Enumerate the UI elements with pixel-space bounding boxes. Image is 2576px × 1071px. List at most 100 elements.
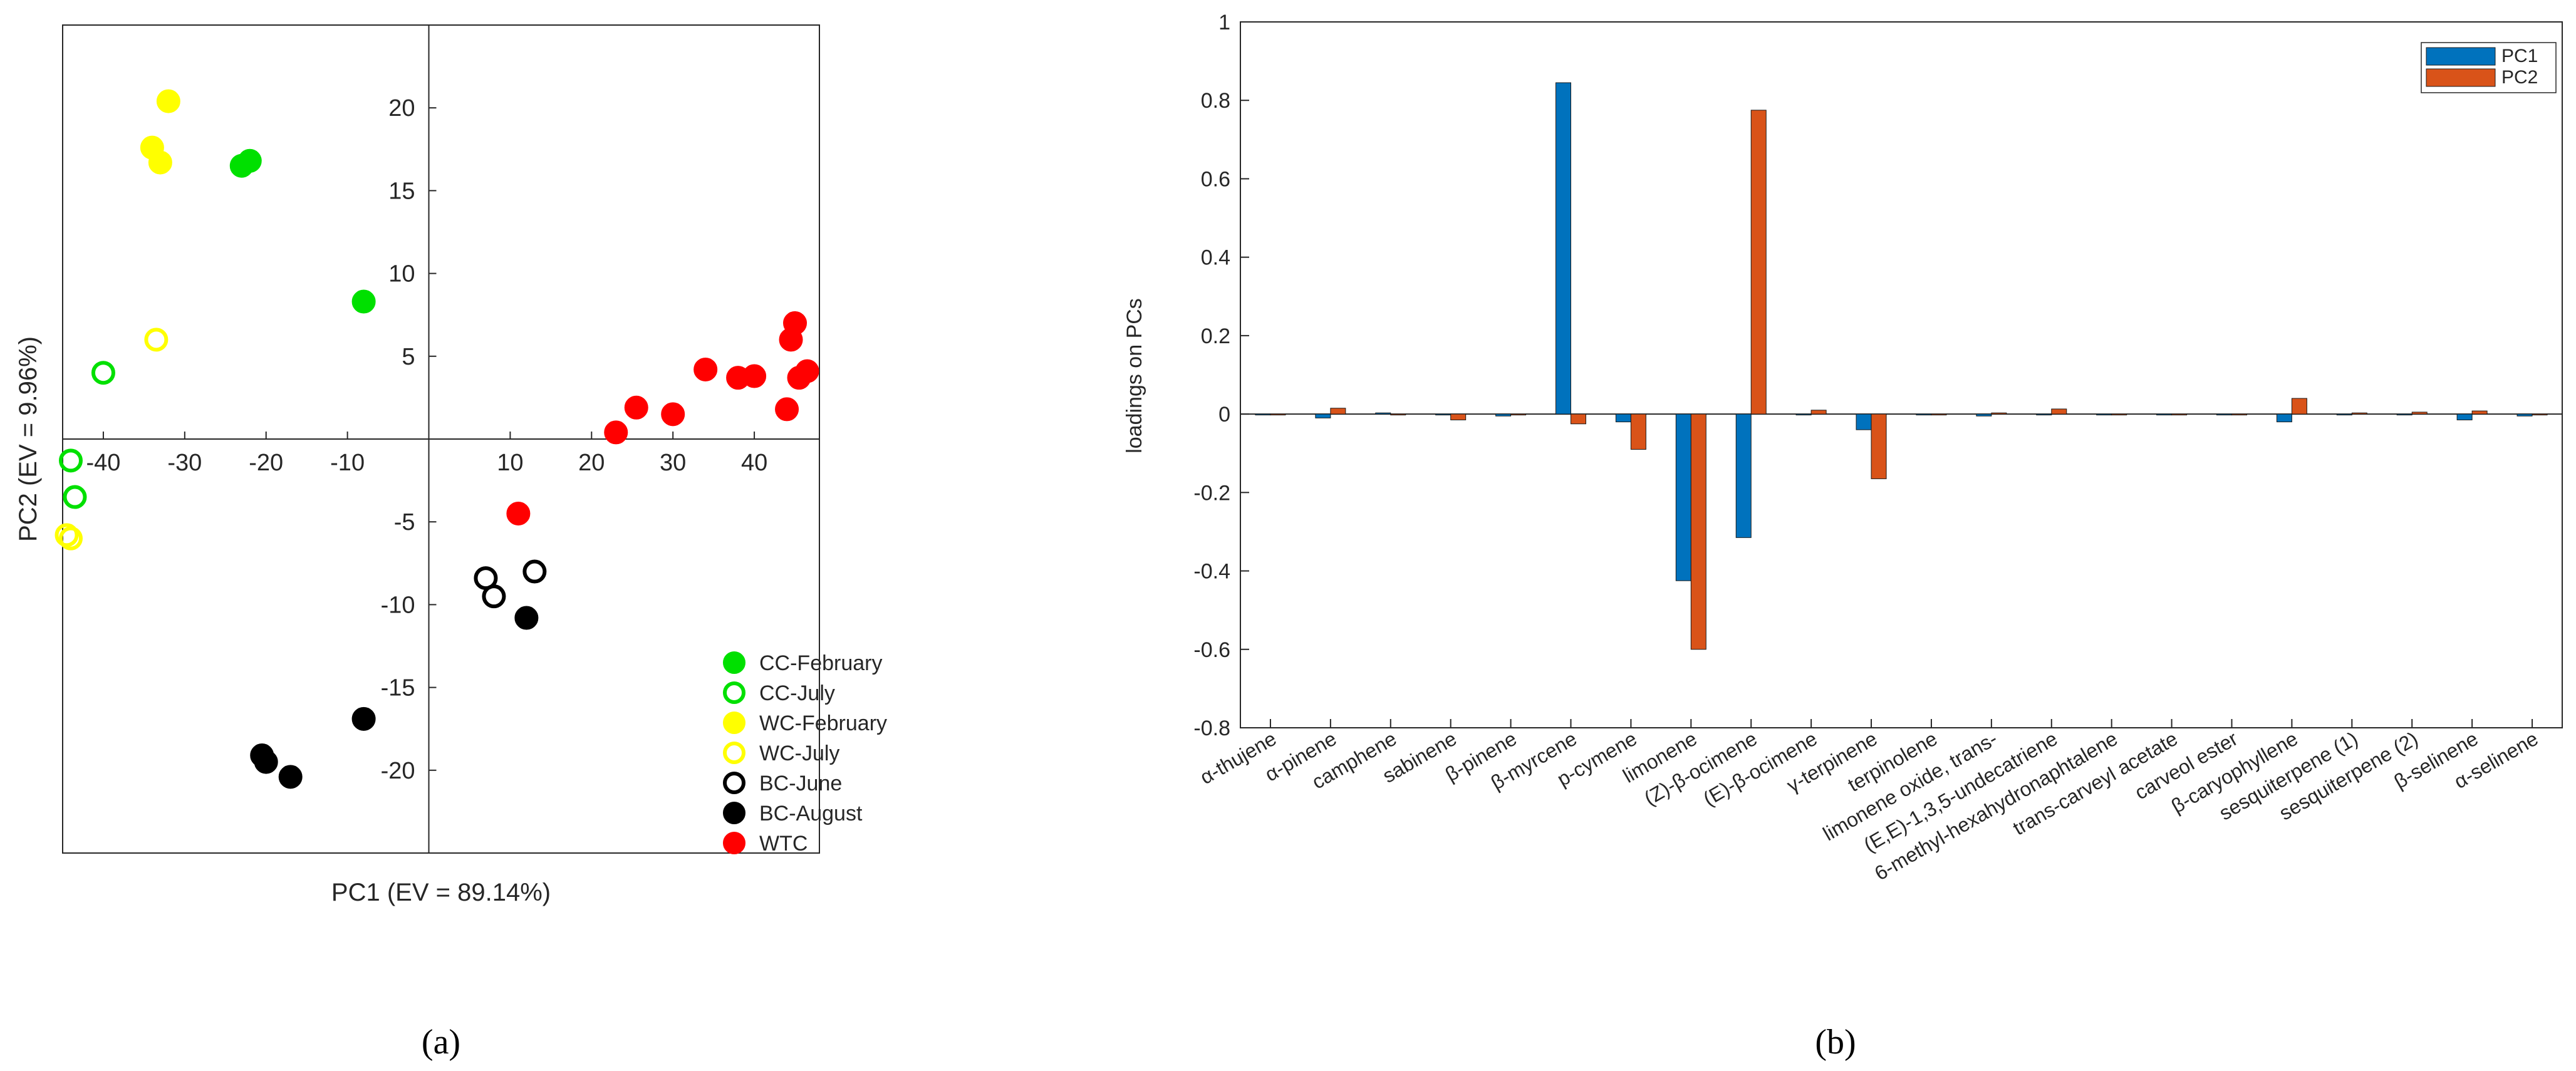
- bar-pc2-pinene: [1510, 413, 1527, 416]
- scatter-x-tick-label: 40: [741, 450, 767, 476]
- scatter-point-cc-february: [351, 289, 376, 314]
- bar-pc1-e-ocimene: [1795, 413, 1812, 416]
- bar-pc2-sesquiterpene-2: [2411, 411, 2428, 415]
- legend-marker-cc-july: [723, 681, 745, 704]
- scatter-y-tick-label: 10: [388, 261, 415, 287]
- bar-y-tick-label: 0.8: [1201, 89, 1230, 113]
- bar-pc2-carveol-ester: [2231, 413, 2247, 416]
- bar-pc1-selinene: [2516, 413, 2533, 416]
- scatter-x-tick-label: -10: [330, 450, 365, 476]
- legend-marker-bc-june: [723, 772, 745, 794]
- scatter-tick-labels: -40 -30 -20 -10 10 20 30 40 -20 -15 -10 -5 5 10 15 20: [86, 95, 767, 784]
- scatter-x-tick-label: -20: [249, 450, 283, 476]
- scatter-point-cc-february: [237, 148, 262, 173]
- scatter-y-axis-label: PC2 (EV = 9.96%): [14, 336, 42, 542]
- bar-pc2-trans-carveyl-acetate: [2171, 413, 2188, 416]
- bar-y-axis-label: loadings on PCs: [1123, 298, 1146, 453]
- bar-pc1-terpinene: [1856, 413, 1872, 430]
- scatter-y-tick-label: 15: [388, 178, 415, 204]
- bar-pc1-sesquiterpene-2: [2396, 413, 2412, 416]
- bar-pc2-limonene: [1690, 413, 1706, 650]
- bar-y-tick-label: 0.4: [1201, 246, 1230, 270]
- legend-label-wc-july: WC-July: [759, 742, 839, 765]
- legend-marker-cc-february: [723, 651, 745, 674]
- scatter-y-tick-label: 20: [388, 95, 415, 122]
- bar-pc2-pinene: [1330, 408, 1346, 415]
- legend-marker-wc-february: [723, 711, 745, 734]
- scatter-point-wc-july: [144, 328, 169, 352]
- bar-pc1-camphene: [1375, 412, 1391, 415]
- bar-pc1-terpinolene: [1916, 413, 1932, 416]
- scatter-x-tick-label: -40: [86, 450, 120, 476]
- bar-pc1-selinene: [2456, 413, 2473, 421]
- scatter-y-tick-label: -20: [381, 758, 415, 784]
- scatter-y-tick-label: -5: [394, 509, 415, 536]
- scatter-y-tick-label: -10: [381, 592, 415, 618]
- scatter-legend: CC-February CC-July WC-February WC-July BC-J…: [723, 651, 887, 856]
- panel-a-caption: (a): [422, 1023, 460, 1062]
- bar-axes-box: [1240, 21, 2563, 728]
- legend-label-pc2: PC2: [2501, 67, 2538, 88]
- scatter-y-tick-label: -15: [381, 675, 415, 701]
- bar-pc1-6-methyl-hexahydronaphtalene: [2096, 413, 2112, 416]
- scatter-point-bc-august: [254, 750, 278, 774]
- bar-pc1-limonene: [1675, 413, 1691, 581]
- scatter-points: [55, 89, 819, 789]
- scatter-x-tick-label: 10: [497, 450, 523, 476]
- bar-pc2-terpinolene: [1931, 413, 1947, 416]
- bar-pc2-thujene: [1270, 413, 1286, 416]
- scatter-x-axis-label: PC1 (EV = 89.14%): [331, 879, 551, 906]
- bar-pc1-caryophyllene: [2276, 413, 2292, 423]
- scatter-point-wc-july: [58, 526, 83, 551]
- legend-label-cc-july: CC-July: [759, 681, 835, 705]
- legend-marker-bc-august: [723, 802, 745, 824]
- bar-pc2-camphene: [1390, 413, 1406, 416]
- legend-label-cc-february: CC-February: [759, 651, 882, 675]
- bar-pc1-myrcene: [1555, 82, 1571, 415]
- legend-marker-wtc: [723, 832, 745, 854]
- legend-label-wtc: WTC: [759, 832, 808, 856]
- bar-y-ticks: -0.8 -0.6 -0.4 -0.2 0 0.2 0.4 0.6 0.8 1: [1193, 11, 1249, 740]
- scatter-y-tick-label: 5: [402, 344, 415, 370]
- bar-series: [1255, 82, 2548, 650]
- scatter-point-wc-february: [156, 89, 180, 113]
- bar-pc1-carveol-ester: [2216, 413, 2232, 416]
- bar-pc1-e-e-1-3-5-undecatriene: [2036, 413, 2052, 416]
- bar-y-tick-label: -0.4: [1193, 560, 1230, 584]
- legend-label-bc-june: BC-June: [759, 772, 842, 795]
- scatter-point-wtc: [624, 395, 648, 420]
- scatter-point-bc-august: [278, 765, 303, 789]
- bar-pc2-terpinene: [1871, 413, 1887, 479]
- bar-pc2-selinene: [2532, 413, 2548, 416]
- scatter-point-wtc: [693, 357, 718, 381]
- scatter-point-cc-july: [63, 485, 87, 509]
- scatter-point-wtc: [775, 397, 799, 422]
- bar-category-labels: α-thujeneα-pinenecamphenesabineneβ-pinen…: [1196, 719, 2542, 885]
- scatter-x-tick-label: -30: [167, 450, 202, 476]
- bar-pc2-selinene: [2471, 410, 2488, 415]
- legend-swatch-pc1: [2426, 47, 2496, 66]
- scatter-point-wtc: [661, 402, 685, 427]
- bar-pc2-e-ocimene: [1810, 410, 1827, 415]
- bar-pc2-sesquiterpene-1: [2351, 412, 2367, 415]
- bar-y-tick-label: -0.2: [1193, 481, 1230, 505]
- bar-pc1-sabinene: [1435, 413, 1452, 416]
- scatter-point-wtc: [795, 359, 819, 383]
- bar-y-tick-label: 1: [1218, 11, 1230, 34]
- bar-y-tick-label: -0.6: [1193, 638, 1230, 662]
- scatter-point-bc-august: [514, 606, 539, 630]
- bar-pc2-6-methyl-hexahydronaphtalene: [2111, 413, 2127, 416]
- bar-pc2-z-ocimene: [1750, 110, 1767, 415]
- scatter-x-tick-label: 20: [578, 450, 605, 476]
- bar-pc2-sabinene: [1450, 413, 1467, 421]
- bar-pc1-p-cymene: [1615, 413, 1631, 423]
- legend-marker-wc-july: [723, 742, 745, 764]
- bar-y-tick-label: 0.2: [1201, 324, 1230, 348]
- scatter-point-wtc: [783, 311, 808, 335]
- scatter-point-bc-june: [522, 559, 547, 584]
- bar-pc1-z-ocimene: [1735, 413, 1752, 538]
- scatter-point-wtc: [742, 364, 767, 388]
- scatter-point-cc-july: [58, 448, 83, 473]
